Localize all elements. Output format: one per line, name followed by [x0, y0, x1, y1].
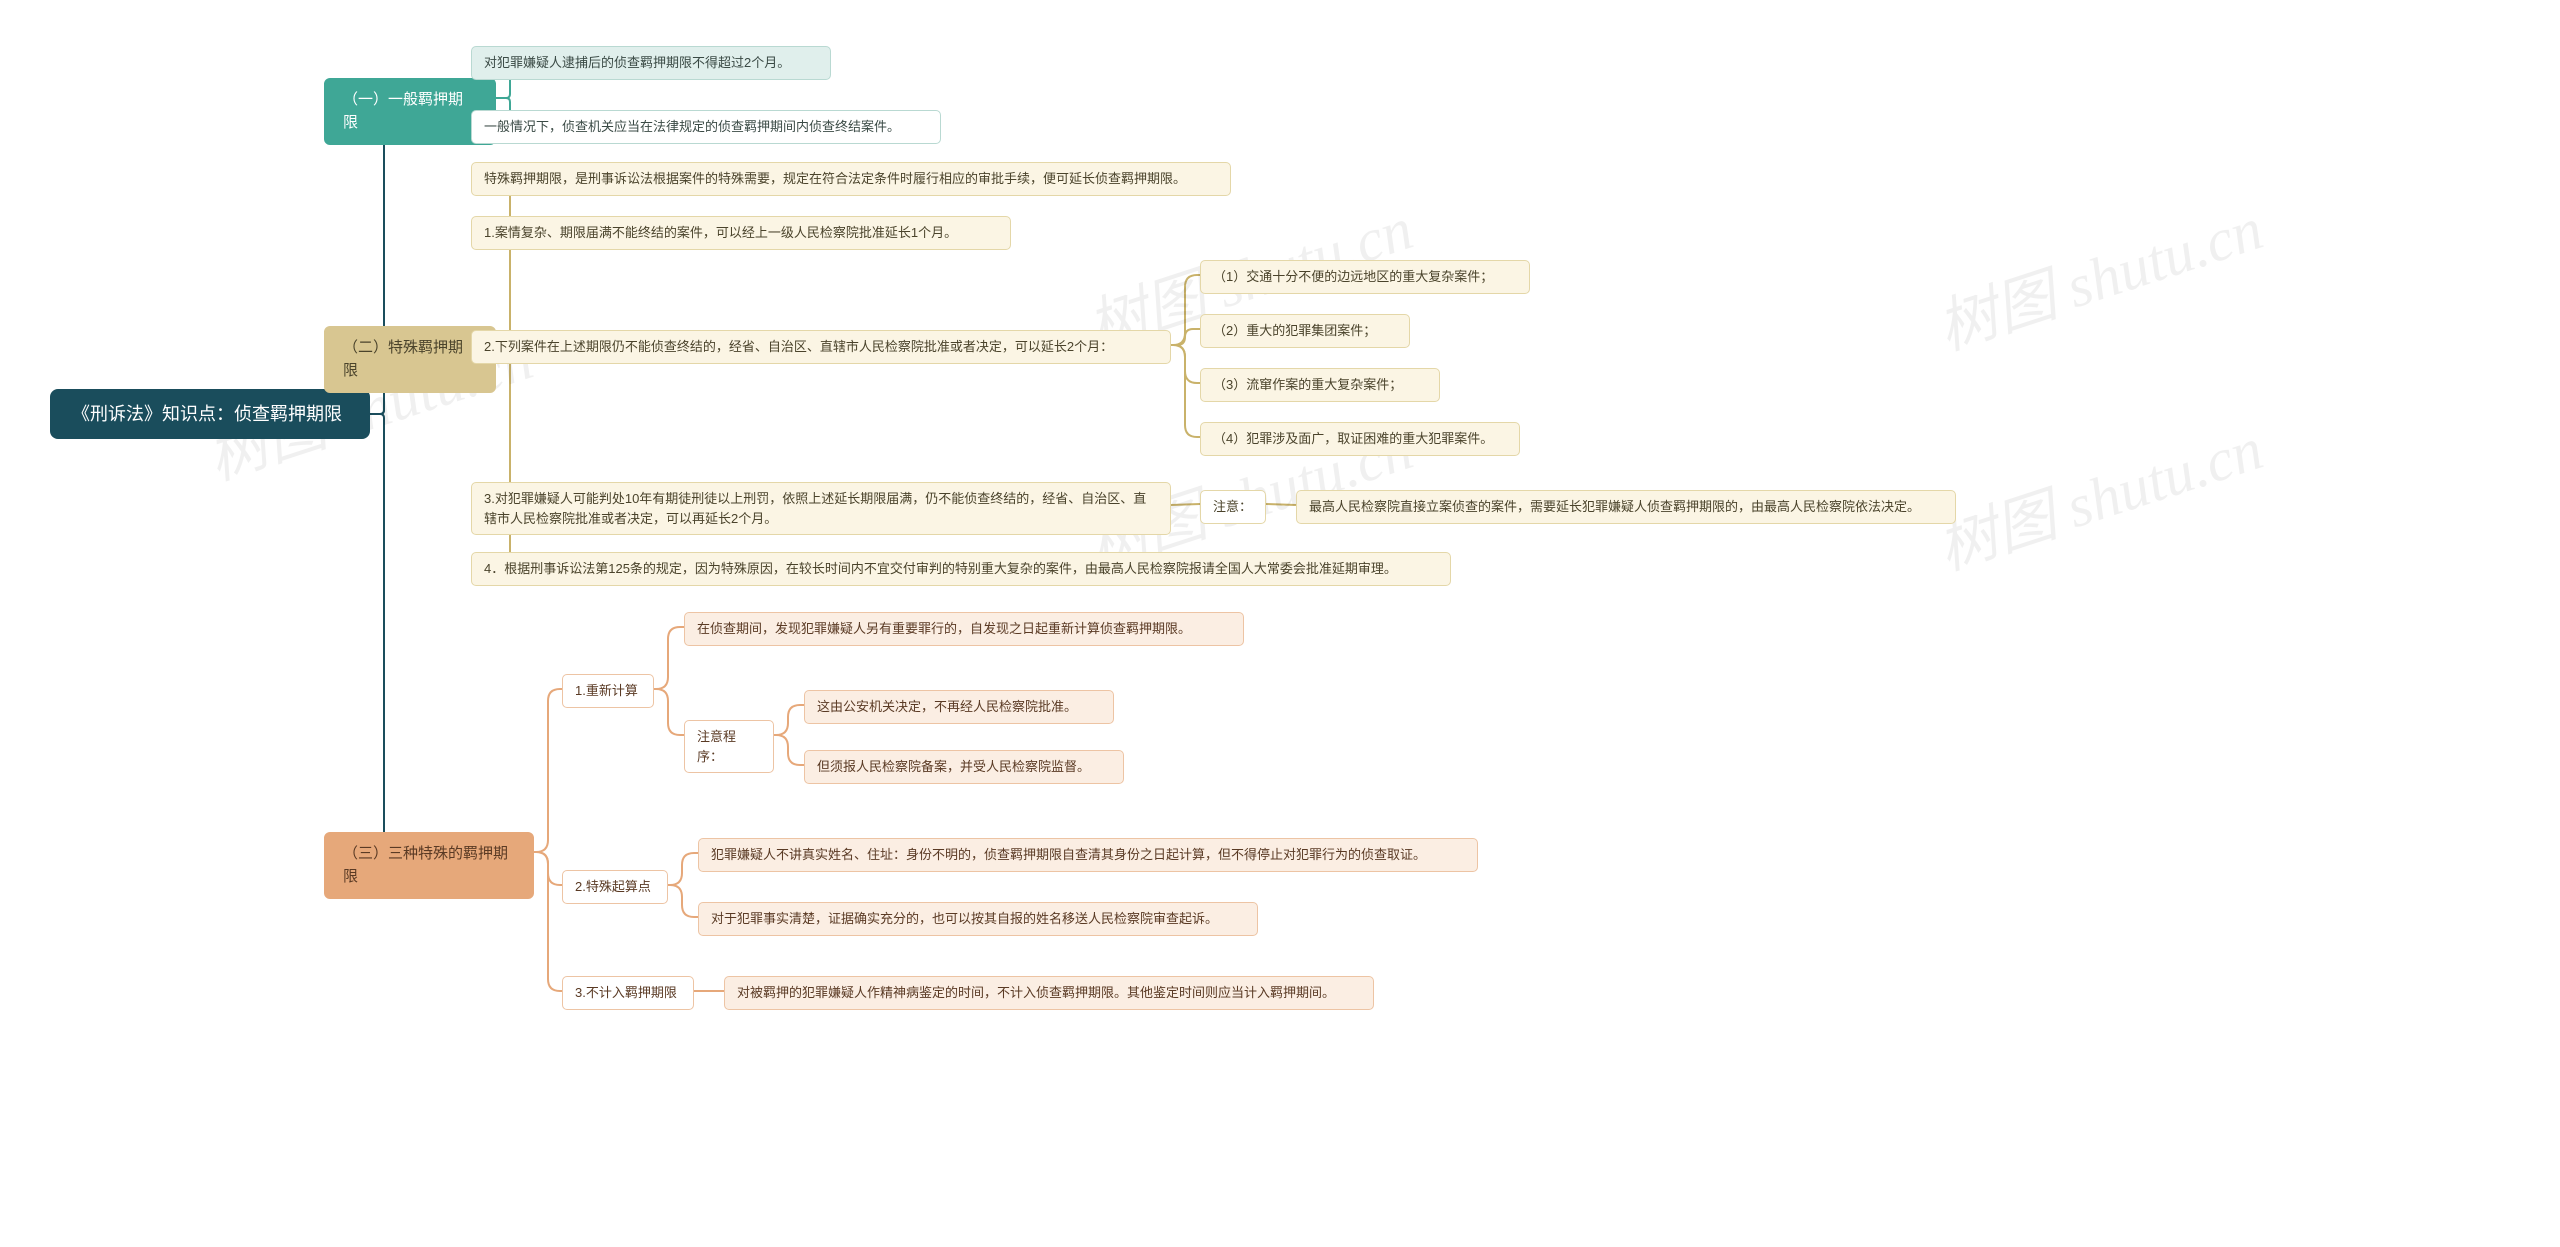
node-b1c2[interactable]: 一般情况下，侦查机关应当在法律规定的侦查羁押期间内侦查终结案件。 — [471, 110, 941, 144]
connector — [1171, 345, 1200, 383]
node-b3c1b[interactable]: 注意程序： — [684, 720, 774, 773]
node-b3c1b2[interactable]: 但须报人民检察院备案，并受人民检察院监督。 — [804, 750, 1124, 784]
connector — [1171, 504, 1200, 505]
connector — [654, 689, 684, 735]
connector — [534, 689, 562, 852]
connector-layer — [0, 0, 2560, 1247]
node-b2c3a[interactable]: （1）交通十分不便的边远地区的重大复杂案件； — [1200, 260, 1530, 294]
node-b2c4n[interactable]: 注意： — [1200, 490, 1266, 524]
node-b3[interactable]: （三）三种特殊的羁押期限 — [324, 832, 534, 899]
node-b2c3d[interactable]: （4）犯罪涉及面广，取证困难的重大犯罪案件。 — [1200, 422, 1520, 456]
node-b3c1b1[interactable]: 这由公安机关决定，不再经人民检察院批准。 — [804, 690, 1114, 724]
connector — [1171, 275, 1200, 345]
node-b3c1[interactable]: 1.重新计算 — [562, 674, 654, 708]
connector — [774, 705, 804, 735]
node-b3c2b[interactable]: 对于犯罪事实清楚，证据确实充分的，也可以按其自报的姓名移送人民检察院审查起诉。 — [698, 902, 1258, 936]
connector — [1171, 345, 1200, 437]
connector — [654, 627, 684, 689]
node-b3c3[interactable]: 3.不计入羁押期限 — [562, 976, 694, 1010]
mindmap-canvas: 树图 shutu.cn树图 shutu.cn树图 shutu.cn树图 shut… — [0, 0, 2560, 1247]
node-b2c2[interactable]: 1.案情复杂、期限届满不能终结的案件，可以经上一级人民检察院批准延长1个月。 — [471, 216, 1011, 250]
connector — [534, 852, 562, 885]
root-node[interactable]: 《刑诉法》知识点：侦查羁押期限 — [50, 389, 370, 439]
node-b2c4n1[interactable]: 最高人民检察院直接立案侦查的案件，需要延长犯罪嫌疑人侦查羁押期限的，由最高人民检… — [1296, 490, 1956, 524]
watermark: 树图 shutu.cn — [1925, 180, 2272, 367]
node-b3c2a[interactable]: 犯罪嫌疑人不讲真实姓名、住址：身份不明的，侦查羁押期限自查清其身份之日起计算，但… — [698, 838, 1478, 872]
connector — [1171, 329, 1200, 345]
connector — [774, 735, 804, 765]
node-b2c3b[interactable]: （2）重大的犯罪集团案件； — [1200, 314, 1410, 348]
node-b2c4[interactable]: 3.对犯罪嫌疑人可能判处10年有期徒刑徒以上刑罚，依照上述延长期限届满，仍不能侦… — [471, 482, 1171, 535]
connector — [534, 852, 562, 991]
node-b2c3[interactable]: 2.下列案件在上述期限仍不能侦查终结的，经省、自治区、直辖市人民检察院批准或者决… — [471, 330, 1171, 364]
node-b3c3a[interactable]: 对被羁押的犯罪嫌疑人作精神病鉴定的时间，不计入侦查羁押期限。其他鉴定时间则应当计… — [724, 976, 1374, 1010]
node-b3c1a[interactable]: 在侦查期间，发现犯罪嫌疑人另有重要罪行的，自发现之日起重新计算侦查羁押期限。 — [684, 612, 1244, 646]
node-b2c3c[interactable]: （3）流窜作案的重大复杂案件； — [1200, 368, 1440, 402]
node-b1c1[interactable]: 对犯罪嫌疑人逮捕后的侦查羁押期限不得超过2个月。 — [471, 46, 831, 80]
connector — [324, 414, 388, 852]
connector — [1266, 504, 1296, 505]
node-b2c1[interactable]: 特殊羁押期限，是刑事诉讼法根据案件的特殊需要，规定在符合法定条件时履行相应的审批… — [471, 162, 1231, 196]
watermark: 树图 shutu.cn — [1925, 400, 2272, 587]
connector — [668, 885, 698, 917]
connector — [471, 177, 514, 346]
connector — [668, 853, 698, 885]
node-b3c2[interactable]: 2.特殊起算点 — [562, 870, 668, 904]
node-b2c5[interactable]: 4．根据刑事诉讼法第125条的规定，因为特殊原因，在较长时间内不宜交付审判的特别… — [471, 552, 1451, 586]
